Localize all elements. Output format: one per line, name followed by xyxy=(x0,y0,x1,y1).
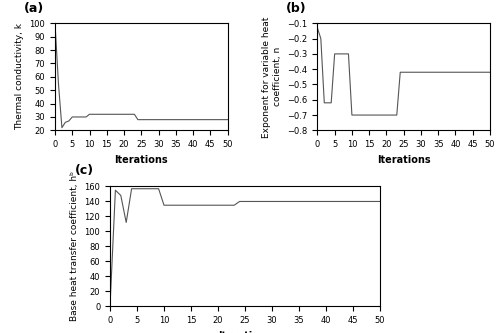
Text: (c): (c) xyxy=(75,164,94,177)
Text: (a): (a) xyxy=(24,2,44,15)
Y-axis label: Exponent for variable heat
coefficient, n: Exponent for variable heat coefficient, … xyxy=(262,16,282,138)
Y-axis label: Thermal conductivity, k: Thermal conductivity, k xyxy=(15,23,24,130)
Y-axis label: Base heat transfer coefficient, hᵇ: Base heat transfer coefficient, hᵇ xyxy=(70,171,79,321)
X-axis label: Iterations: Iterations xyxy=(218,331,272,333)
X-axis label: Iterations: Iterations xyxy=(114,155,168,165)
X-axis label: Iterations: Iterations xyxy=(377,155,430,165)
Text: (b): (b) xyxy=(286,2,307,15)
